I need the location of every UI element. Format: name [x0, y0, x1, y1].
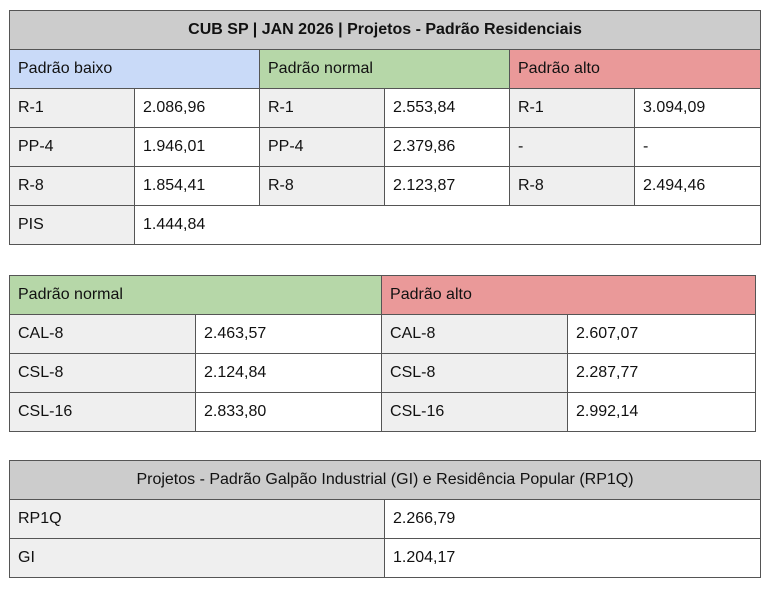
- row-label: CSL-8: [381, 353, 569, 393]
- table-row: GI 1.204,17: [9, 538, 761, 578]
- row-value: 2.124,84: [194, 353, 383, 393]
- table-row: R-1 2.086,96 R-1 2.553,84 R-1 3.094,09: [9, 88, 762, 128]
- group-header-low: Padrão baixo: [9, 49, 260, 89]
- table-row: PIS 1.444,84: [9, 205, 762, 245]
- row-label: R-8: [9, 166, 135, 206]
- row-value: 2.992,14: [567, 392, 757, 432]
- row-value: 1.946,01: [134, 127, 260, 167]
- row-label: CAL-8: [381, 314, 569, 354]
- row-value: 2.494,46: [633, 166, 762, 206]
- cub-industrial-table: Projetos - Padrão Galpão Industrial (GI)…: [9, 460, 761, 578]
- row-value: 2.463,57: [194, 314, 383, 354]
- row-value: 2.379,86: [384, 127, 510, 167]
- row-value: 1.854,41: [134, 166, 260, 206]
- row-value: 2.607,07: [567, 314, 757, 354]
- row-label: R-1: [509, 88, 635, 128]
- row-value: 2.833,80: [194, 392, 383, 432]
- row-value: 2.287,77: [567, 353, 757, 393]
- row-value: 1.204,17: [384, 538, 761, 578]
- row-label: R-1: [9, 88, 135, 128]
- table-row: CAL-8 2.463,57 CAL-8 2.607,07: [9, 314, 757, 354]
- row-label: PP-4: [259, 127, 385, 167]
- table-row: R-8 1.854,41 R-8 2.123,87 R-8 2.494,46: [9, 166, 762, 206]
- row-value: 2.553,84: [384, 88, 510, 128]
- table-row: CSL-16 2.833,80 CSL-16 2.992,14: [9, 392, 757, 432]
- row-value: 2.266,79: [384, 499, 761, 539]
- row-label: R-8: [509, 166, 635, 206]
- row-value: 2.086,96: [134, 88, 260, 128]
- cub-commercial-table: Padrão normal Padrão alto CAL-8 2.463,57…: [8, 275, 757, 432]
- table-row: PP-4 1.946,01 PP-4 2.379,86 - -: [9, 127, 762, 167]
- row-label: GI: [9, 538, 385, 578]
- row-label: CSL-16: [381, 392, 569, 432]
- table-row: CSL-8 2.124,84 CSL-8 2.287,77: [9, 353, 757, 393]
- row-value: -: [633, 127, 762, 167]
- group-header-high: Padrão alto: [508, 49, 762, 89]
- row-label: PIS: [9, 205, 135, 245]
- group-header-high: Padrão alto: [381, 275, 757, 315]
- row-value: 3.094,09: [633, 88, 762, 128]
- row-label: R-1: [259, 88, 385, 128]
- row-label: CAL-8: [9, 314, 196, 354]
- row-value: 1.444,84: [133, 205, 762, 245]
- row-label: CSL-16: [9, 392, 196, 432]
- table-title: Projetos - Padrão Galpão Industrial (GI)…: [9, 460, 761, 500]
- row-label: PP-4: [9, 127, 135, 167]
- group-header-normal: Padrão normal: [8, 275, 383, 315]
- cub-residential-table: CUB SP | JAN 2026 | Projetos - Padrão Re…: [8, 10, 762, 245]
- table-title: CUB SP | JAN 2026 | Projetos - Padrão Re…: [8, 10, 762, 50]
- row-label: RP1Q: [9, 499, 385, 539]
- table-row: RP1Q 2.266,79: [9, 499, 761, 539]
- row-value: 2.123,87: [384, 166, 510, 206]
- group-header-normal: Padrão normal: [259, 49, 510, 89]
- row-label: CSL-8: [9, 353, 196, 393]
- row-label: -: [509, 127, 635, 167]
- row-label: R-8: [259, 166, 385, 206]
